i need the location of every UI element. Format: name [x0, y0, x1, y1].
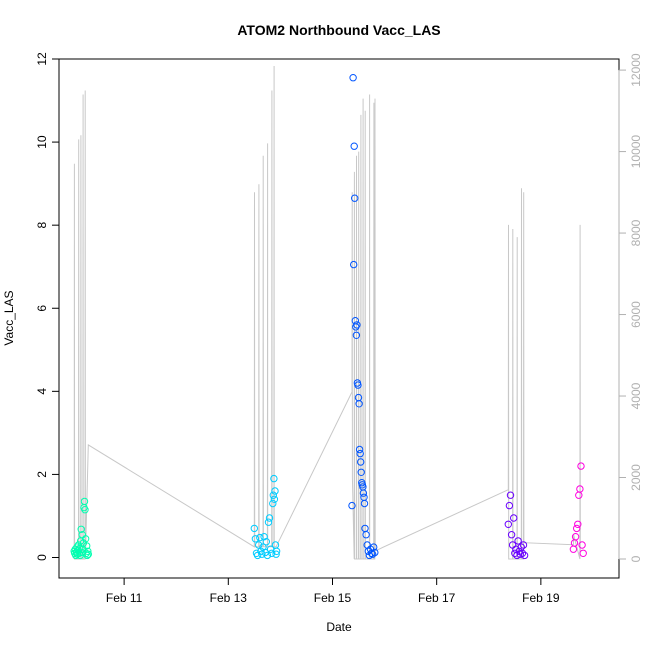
data-point — [80, 497, 89, 506]
data-point — [77, 525, 85, 533]
secondary-series-line — [73, 65, 581, 560]
data-point — [260, 533, 268, 541]
data-point — [350, 142, 358, 150]
chart-title: ATOM2 Northbound Vacc_LAS — [237, 22, 440, 38]
data-point — [264, 518, 273, 526]
data-point — [353, 321, 361, 329]
y-tick-label: 2 — [35, 471, 49, 478]
secondary-line-layer — [73, 65, 581, 560]
data-point — [253, 551, 262, 560]
y-axis-right: 0 2000 4000 6000 8000 10000 12000 — [618, 53, 643, 562]
data-point — [371, 548, 379, 557]
x-tick-label: Feb 17 — [418, 591, 456, 605]
data-point — [518, 549, 527, 557]
data-point — [74, 541, 83, 549]
y-tick-label: 0 — [35, 554, 49, 561]
data-point — [251, 535, 260, 543]
data-point — [81, 535, 90, 543]
data-point — [81, 506, 89, 514]
data-point — [255, 541, 263, 549]
y2-tick-label: 0 — [629, 555, 643, 562]
data-point — [348, 501, 356, 510]
data-point — [83, 551, 91, 560]
y-axis-label: Vacc_LAS — [2, 290, 16, 345]
data-point — [271, 487, 279, 495]
data-point — [356, 449, 364, 458]
data-point — [262, 538, 270, 546]
x-tick-label: Feb 15 — [314, 591, 352, 605]
data-point — [265, 514, 274, 522]
y-tick-label: 10 — [35, 135, 49, 149]
data-point — [362, 531, 370, 539]
plot-frame — [58, 58, 620, 579]
data-point — [357, 458, 365, 466]
data-point — [507, 531, 516, 539]
data-point — [350, 260, 358, 269]
y2-tick-label: 4000 — [629, 382, 643, 409]
data-point — [268, 549, 276, 557]
y2-tick-label: 10000 — [629, 135, 643, 169]
data-point — [370, 543, 378, 551]
data-point — [351, 317, 359, 325]
data-point — [83, 542, 91, 550]
data-point — [569, 545, 578, 553]
data-point — [355, 400, 363, 408]
data-point — [270, 495, 279, 503]
y-tick-label: 4 — [35, 388, 49, 395]
y2-tick-label: 12000 — [629, 53, 643, 87]
data-point — [269, 491, 277, 499]
data-point — [256, 533, 264, 542]
y-tick-label: 12 — [35, 52, 49, 66]
data-point — [360, 499, 369, 508]
data-point — [351, 194, 359, 202]
y2-tick-label: 8000 — [629, 219, 643, 246]
data-point — [577, 462, 585, 470]
data-point — [263, 551, 272, 560]
data-point — [84, 550, 93, 558]
data-point — [574, 520, 582, 528]
data-point — [75, 544, 84, 553]
data-point — [573, 524, 581, 533]
data-point — [349, 74, 357, 82]
data-point — [368, 550, 377, 558]
point-layer — [70, 74, 587, 560]
data-point — [571, 533, 580, 541]
data-point — [272, 547, 281, 555]
y-axis-left: 0 2 4 6 8 10 12 — [35, 52, 60, 561]
data-point — [505, 501, 514, 510]
y2-tick-label: 2000 — [629, 464, 643, 491]
data-point — [359, 489, 368, 497]
data-point — [270, 474, 278, 483]
data-point — [357, 468, 365, 476]
x-axis-label: Date — [326, 620, 352, 634]
data-point — [570, 539, 579, 547]
data-point — [511, 549, 519, 557]
data-point — [510, 514, 518, 522]
data-point — [269, 499, 277, 508]
data-point — [506, 491, 515, 499]
data-point — [354, 381, 362, 389]
data-point — [250, 524, 259, 533]
x-tick-label: Feb 11 — [106, 591, 143, 605]
data-point — [360, 493, 368, 501]
data-point — [84, 547, 92, 555]
data-point — [352, 331, 361, 339]
data-point — [272, 550, 280, 558]
data-point — [579, 549, 587, 557]
data-point — [575, 491, 583, 499]
x-tick-label: Feb 19 — [522, 591, 560, 605]
x-axis: Feb 11 Feb 13 Feb 15 Feb 17 Feb 19 — [106, 577, 560, 605]
x-tick-label: Feb 13 — [210, 591, 248, 605]
data-point — [355, 445, 364, 454]
data-point — [576, 485, 584, 493]
data-point — [520, 551, 529, 560]
y2-tick-label: 6000 — [629, 301, 643, 328]
data-point — [504, 520, 512, 528]
y-tick-label: 8 — [35, 222, 49, 229]
y-tick-label: 6 — [35, 305, 49, 312]
data-point — [519, 541, 528, 549]
data-point — [514, 537, 522, 545]
data-point — [578, 541, 586, 549]
